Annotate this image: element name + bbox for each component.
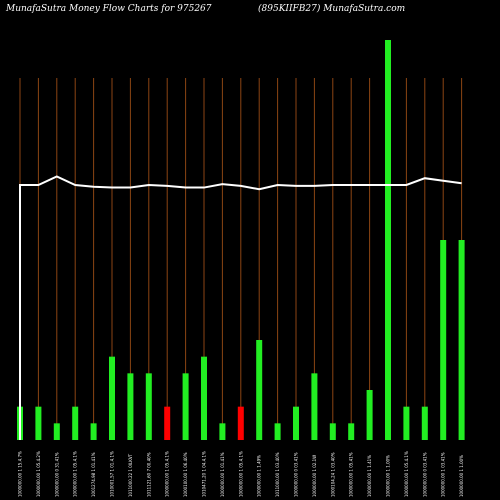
x-tick-label: 1001274.98 1 01.41% bbox=[91, 452, 96, 497]
x-tick-label: 1000000.00 1 1.00% bbox=[459, 455, 464, 497]
x-tick-label: 1000000.00 1 02.1W bbox=[312, 455, 317, 497]
money-flow-bar bbox=[348, 423, 355, 440]
price-line bbox=[19, 175, 462, 440]
money-flow-bar bbox=[274, 423, 281, 440]
money-flow-bar bbox=[164, 406, 171, 440]
x-tick-label: 1000000.00 0 31.41% bbox=[54, 452, 59, 497]
chart-title: MunafaSutra Money Flow Charts for 975267 bbox=[6, 4, 212, 14]
money-flow-bar bbox=[458, 240, 465, 440]
money-flow-bar bbox=[109, 356, 115, 440]
x-tick-label: 1000100.00 1 06.40% bbox=[183, 452, 188, 497]
x-tick-label: 1010001.57 1 01.4.1% bbox=[110, 451, 115, 497]
x-tick-label: 1011000.22 1 0ILKVT bbox=[128, 453, 133, 497]
x-tick-label: 1000000.00 0 03.41% bbox=[294, 452, 299, 497]
money-flow-bar bbox=[403, 406, 410, 440]
money-flow-bar bbox=[329, 423, 336, 440]
x-tick-label: 1000000.00 0 03.41% bbox=[422, 452, 427, 497]
x-tick-label: 1000000.00 1 05.4.1% bbox=[165, 451, 170, 497]
x-tick-label: 1010471.20 1 04.4.1% bbox=[202, 451, 207, 497]
money-flow-bar bbox=[53, 423, 60, 440]
money-flow-bar bbox=[440, 240, 447, 440]
money-flow-bar bbox=[237, 406, 244, 440]
x-tick-label: 1000000.00 1 15.4.7% bbox=[18, 451, 23, 497]
money-flow-bar bbox=[90, 423, 97, 440]
money-flow-bar bbox=[366, 390, 373, 440]
money-flow-bar bbox=[145, 373, 152, 440]
money-flow-bar bbox=[182, 373, 189, 440]
x-tick-label: 1000104.24 1 03.40% bbox=[330, 452, 335, 497]
x-tick-label: 1000000.00 1 05.4.1% bbox=[404, 451, 409, 497]
money-flow-bar bbox=[421, 406, 428, 440]
x-tick-label: 1000000.00 1 05.4.1% bbox=[238, 451, 243, 497]
x-tick-label: 1011000.00 1 03.40% bbox=[275, 452, 280, 497]
x-tick-label: 1011121.60 7 00.40% bbox=[146, 452, 151, 497]
x-tick-label: 1000000.00 1 05.4.1% bbox=[73, 451, 78, 497]
x-tick-label: 1000000.00 1 01.41% bbox=[220, 452, 225, 497]
money-flow-bar bbox=[311, 373, 318, 440]
chart-subtitle: (895KIIFB27) MunafaSutra.com bbox=[258, 4, 406, 14]
money-flow-bar bbox=[385, 40, 391, 440]
x-tick-label: 1000000.00 1 1.41% bbox=[367, 455, 372, 497]
money-flow-bar bbox=[256, 340, 263, 440]
x-tick-label: 1000000.00 1 05.4.2% bbox=[36, 451, 41, 497]
money-flow-bar bbox=[219, 423, 226, 440]
money-flow-bar bbox=[293, 406, 299, 440]
money-flow-bar bbox=[201, 356, 207, 440]
x-tick-label: 1000000.00 1 1.00% bbox=[386, 455, 391, 497]
money-flow-bar bbox=[72, 406, 79, 440]
x-tick-label: 1000000.00 1 03.41% bbox=[441, 452, 446, 497]
money-flow-bar bbox=[35, 406, 42, 440]
x-tick-label: 1000000.00 1 1.49% bbox=[257, 455, 262, 497]
x-tick-label: 1000000.00 1 05.41% bbox=[349, 452, 354, 497]
money-flow-bar bbox=[127, 373, 134, 440]
